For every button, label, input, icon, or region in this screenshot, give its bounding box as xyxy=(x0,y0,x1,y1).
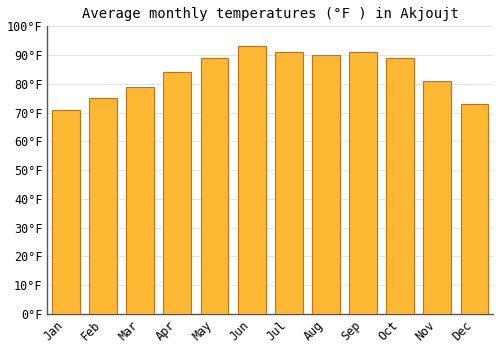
Bar xyxy=(126,87,154,314)
Bar xyxy=(89,98,117,314)
Bar xyxy=(460,104,488,314)
Bar xyxy=(424,81,452,314)
Bar xyxy=(238,47,266,314)
Bar xyxy=(275,52,302,314)
Bar xyxy=(386,58,414,314)
Title: Average monthly temperatures (°F ) in Akjoujt: Average monthly temperatures (°F ) in Ak… xyxy=(82,7,458,21)
Bar xyxy=(312,55,340,314)
Bar xyxy=(164,72,192,314)
Bar xyxy=(349,52,377,314)
Bar xyxy=(52,110,80,314)
Bar xyxy=(200,58,228,314)
